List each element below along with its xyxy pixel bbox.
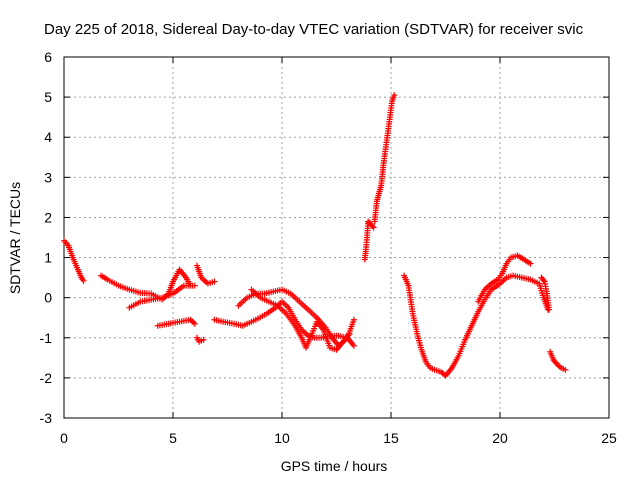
x-tick-label: 25 [601,430,617,446]
plot-frame [63,56,610,419]
y-tick-labels: -3 -2 -1 0 1 2 3 4 5 6 [40,49,53,426]
data-point-marker [369,223,376,230]
x-tick-label: 10 [274,430,290,446]
data-point-marker [546,306,553,313]
data-point-marker [211,278,218,285]
y-tick-label: 4 [44,129,52,145]
x-tick-label: 5 [169,430,177,446]
y-tick-label: 0 [44,290,52,306]
y-tick-label: -1 [40,330,53,346]
data-point-marker [346,330,353,337]
data-point-marker [350,316,357,323]
data-point-marker [191,282,198,289]
y-tick-label: -3 [40,410,53,426]
series-s12 [401,272,551,379]
series-s9 [248,286,353,353]
series-s6 [193,262,218,287]
x-tick-label: 15 [383,430,399,446]
series-s13 [475,252,534,305]
chart-title: Day 225 of 2018, Sidereal Day-to-day VTE… [44,21,584,38]
series-s4 [154,316,198,329]
data-point-marker [562,366,569,373]
data-point-marker [80,277,87,284]
x-tick-labels: 0 5 10 15 20 25 [60,430,617,446]
data-point-marker [350,342,357,349]
x-axis-title: GPS time / hours [281,458,388,474]
series-s5 [193,334,207,345]
y-tick-label: 5 [44,89,52,105]
series-s3 [126,282,198,311]
x-tick-label: 20 [492,430,508,446]
y-tick-label: 3 [44,169,52,185]
y-tick-label: 1 [44,250,52,266]
data-point-marker [191,320,198,327]
y-tick-label: 2 [44,209,52,225]
data-point-marker [527,260,534,267]
grid-lines [64,57,609,418]
series-s15 [547,348,569,373]
data-point-marker [540,277,547,284]
series-s10 [361,218,377,263]
data-point-marker [391,92,398,99]
y-tick-label: 6 [44,49,52,65]
data-point-marker [370,224,377,231]
series-s14 [538,274,553,313]
y-axis-title: SDTVAR / TECUs [7,182,23,294]
series-s11 [371,92,398,225]
axis-ticks [63,56,610,419]
data-point-marker [200,336,207,343]
y-tick-label: -2 [40,370,53,386]
x-tick-label: 0 [60,430,68,446]
data-series [61,92,569,379]
series-s1 [61,237,87,284]
